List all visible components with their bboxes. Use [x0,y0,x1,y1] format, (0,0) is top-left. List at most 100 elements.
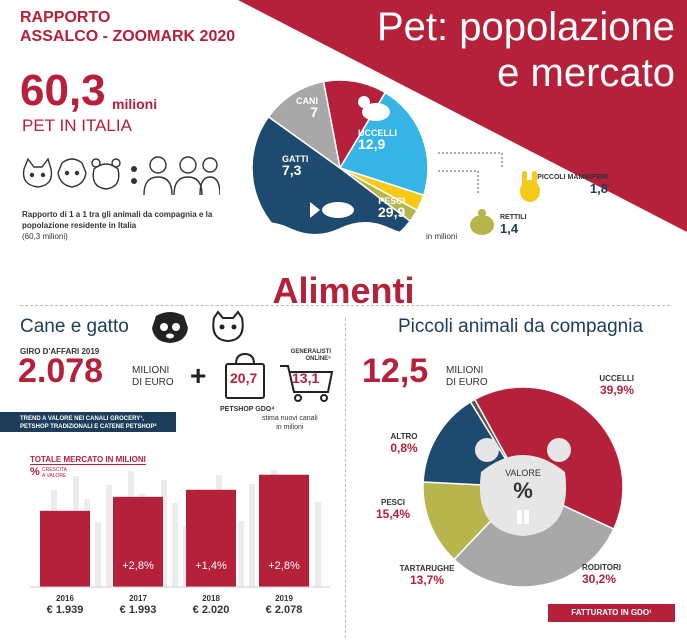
piccoli-center-label: VALORE [505,468,541,478]
bar-2017 [113,496,163,587]
slice-value: 39,9% [599,383,634,397]
slice-label: CANI [296,96,318,106]
label-pesci: PESCI 15,4% [368,498,418,521]
growth-legend-symbol: % [30,466,40,478]
plus-sign: + [190,360,207,391]
report-line2: ASSALCO - ZOOMARK 2020 [20,28,236,45]
growth-legend-line2: A VALORE [42,473,67,479]
slice-label: RODITORI [582,563,621,572]
ratio-text: Rapporto di 1 a 1 tra gli animali da com… [22,209,222,242]
channel-icons [225,352,334,402]
pets-subtitle: PET IN ITALIA [22,116,132,135]
label-roditori: RODITORI 30,2% [582,563,642,586]
column-divider [345,318,346,638]
wave-shape [240,222,450,248]
bar-growth-label: +2,8% [268,560,300,572]
bg-column [106,485,112,587]
pie-slice-uccelli [338,91,429,197]
piccoli-unit-line1: MILIONI [446,365,484,376]
bar-value-label: € 1.993 [119,604,157,616]
slice-label: PESCI [380,498,405,507]
pets-total: 60,3 [20,66,106,115]
section-title-alimenti: Alimenti [272,270,415,311]
shopping-cart-icon [280,365,334,402]
bar-2019 [259,474,309,587]
slice-label: UCCELLI [599,374,634,383]
dog-cat-icons [152,310,244,343]
online-label-line1: GENERALISTI [290,349,331,355]
turtle-icon [470,209,494,235]
trend-line1: TREND A VALORE NEI CANALI GROCERY¹, [20,416,144,422]
giro-label: GIRO D'AFFARI 2019 [20,347,100,356]
slice-label: TARTARUGHE [399,564,455,573]
pie-label-uccelli: UCCELLI 12,9 [358,128,397,151]
shopping-bag-icon [225,352,265,399]
hamster-icon [475,438,571,536]
callout-value: 1,8 [589,181,608,196]
cat-icon [22,157,53,188]
slice-value: 7,3 [282,162,302,178]
donut-slice-roditori [453,486,615,588]
slice-value: 15,4% [375,507,411,521]
bar-year-label: 2019 [275,594,293,603]
callout-small-mammals: PICCOLI MAMMIFERI 1,8 [528,174,608,196]
slice-value: 0,8% [390,441,418,455]
petshop-label: PETSHOP GDO⁴ [220,406,275,413]
piccoli-value: 12,5 [362,352,429,390]
bird-icon [358,96,390,121]
dog-icon [57,158,87,188]
bg-column [249,484,255,587]
giro-unit-line2: DI EURO [132,377,174,388]
callouts [438,152,540,235]
pie-label-gatti: GATTI 7,3 [282,154,309,178]
callout-label: PICCOLI MAMMIFERI [537,174,608,181]
online-label: GENERALISTI ONLINE⁵ [283,349,331,363]
growth-legend-line1: CRESCITA [42,467,67,473]
cane-gatto-title: Cane e gatto [20,316,129,337]
pie-label-cani: CANI 7 [296,96,318,120]
bar-2016 [40,510,90,587]
person-icon [143,156,173,196]
label-uccelli: UCCELLI 39,9% [572,374,634,397]
bg-column [161,480,167,587]
giro-value: 2.078 [18,352,104,390]
label-tartarughe: TARTARUGHE 13,7% [392,564,462,587]
pets-total-unit: milioni [112,96,158,112]
unit-note: in milioni [426,232,458,241]
slice-value: 13,7% [409,573,445,587]
person-icon [199,157,220,196]
slice-label: UCCELLI [358,128,397,138]
footer-banner: FATTURATO IN GDO¹ [548,604,675,622]
giro-unit-line1: MILIONI [132,365,170,376]
donut-slice-uccelli [473,386,624,531]
slice-label: ALTRO [390,432,418,441]
giro-unit: MILIONI DI EURO [132,365,174,389]
bar-year-label: 2017 [129,594,147,603]
page-title: Pet: popolazione e mercato [300,4,675,96]
callout-reptiles: RETTILI 1,4 [500,214,526,236]
page-title-line1: Pet: popolazione [376,5,675,49]
petshop-value: 20,7 [230,370,258,386]
piccoli-title: Piccoli animali da compagnia [398,316,644,337]
piccoli-center-symbol: % [513,478,533,503]
hamster-icon [91,158,121,190]
page-title-line2: e mercato [497,51,675,95]
bar-value-label: € 2.020 [192,604,230,616]
bg-column [315,502,321,587]
bar-2018 [186,489,236,587]
bg-column [238,521,244,587]
online-value: 13,1 [292,370,320,386]
person-icon [173,156,203,196]
slice-label: GATTI [282,154,309,164]
bar-growth-label: +2,8% [122,560,154,572]
ratio-note: (60,3 milioni) [22,232,68,241]
pie-slice-gatti [267,80,342,170]
callout-value: 1,4 [500,221,519,236]
bg-column [95,522,101,587]
bar-growth-label: +1,4% [195,560,227,572]
header-banner [238,0,687,232]
bar-value-label: € 2.078 [265,604,303,616]
slice-value: 29,9 [378,204,406,220]
ratio-bold: Rapporto di 1 a 1 tra gli animali da com… [22,210,213,230]
slice-value: 7 [310,104,318,120]
